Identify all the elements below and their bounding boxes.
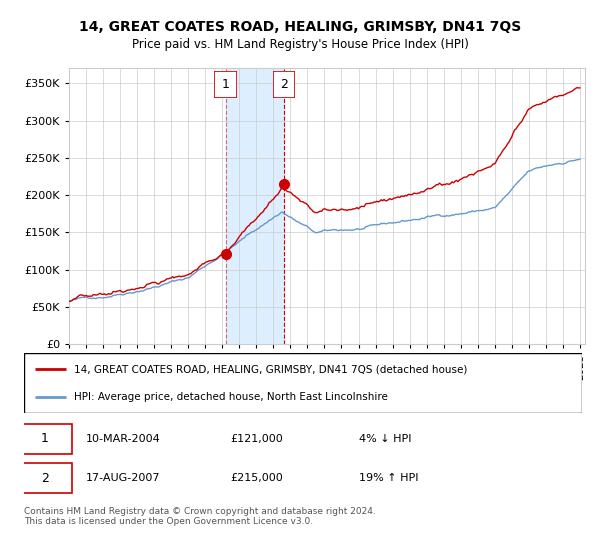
Text: 17-AUG-2007: 17-AUG-2007 <box>85 473 160 483</box>
FancyBboxPatch shape <box>17 463 72 493</box>
Text: 14, GREAT COATES ROAD, HEALING, GRIMSBY, DN41 7QS: 14, GREAT COATES ROAD, HEALING, GRIMSBY,… <box>79 20 521 34</box>
Text: £215,000: £215,000 <box>230 473 283 483</box>
FancyBboxPatch shape <box>17 424 72 454</box>
Text: 2: 2 <box>280 78 288 91</box>
Text: Price paid vs. HM Land Registry's House Price Index (HPI): Price paid vs. HM Land Registry's House … <box>131 38 469 52</box>
Text: £121,000: £121,000 <box>230 434 283 444</box>
Text: Contains HM Land Registry data © Crown copyright and database right 2024.
This d: Contains HM Land Registry data © Crown c… <box>24 507 376 526</box>
Bar <box>226 68 284 344</box>
FancyBboxPatch shape <box>214 71 237 98</box>
Text: 2: 2 <box>41 472 49 484</box>
Text: 14, GREAT COATES ROAD, HEALING, GRIMSBY, DN41 7QS (detached house): 14, GREAT COATES ROAD, HEALING, GRIMSBY,… <box>74 364 467 374</box>
Text: 19% ↑ HPI: 19% ↑ HPI <box>359 473 418 483</box>
Text: HPI: Average price, detached house, North East Lincolnshire: HPI: Average price, detached house, Nort… <box>74 392 388 402</box>
Text: 1: 1 <box>221 78 229 91</box>
Text: 10-MAR-2004: 10-MAR-2004 <box>85 434 160 444</box>
Text: 4% ↓ HPI: 4% ↓ HPI <box>359 434 412 444</box>
Text: 1: 1 <box>41 432 49 445</box>
FancyBboxPatch shape <box>272 71 295 98</box>
